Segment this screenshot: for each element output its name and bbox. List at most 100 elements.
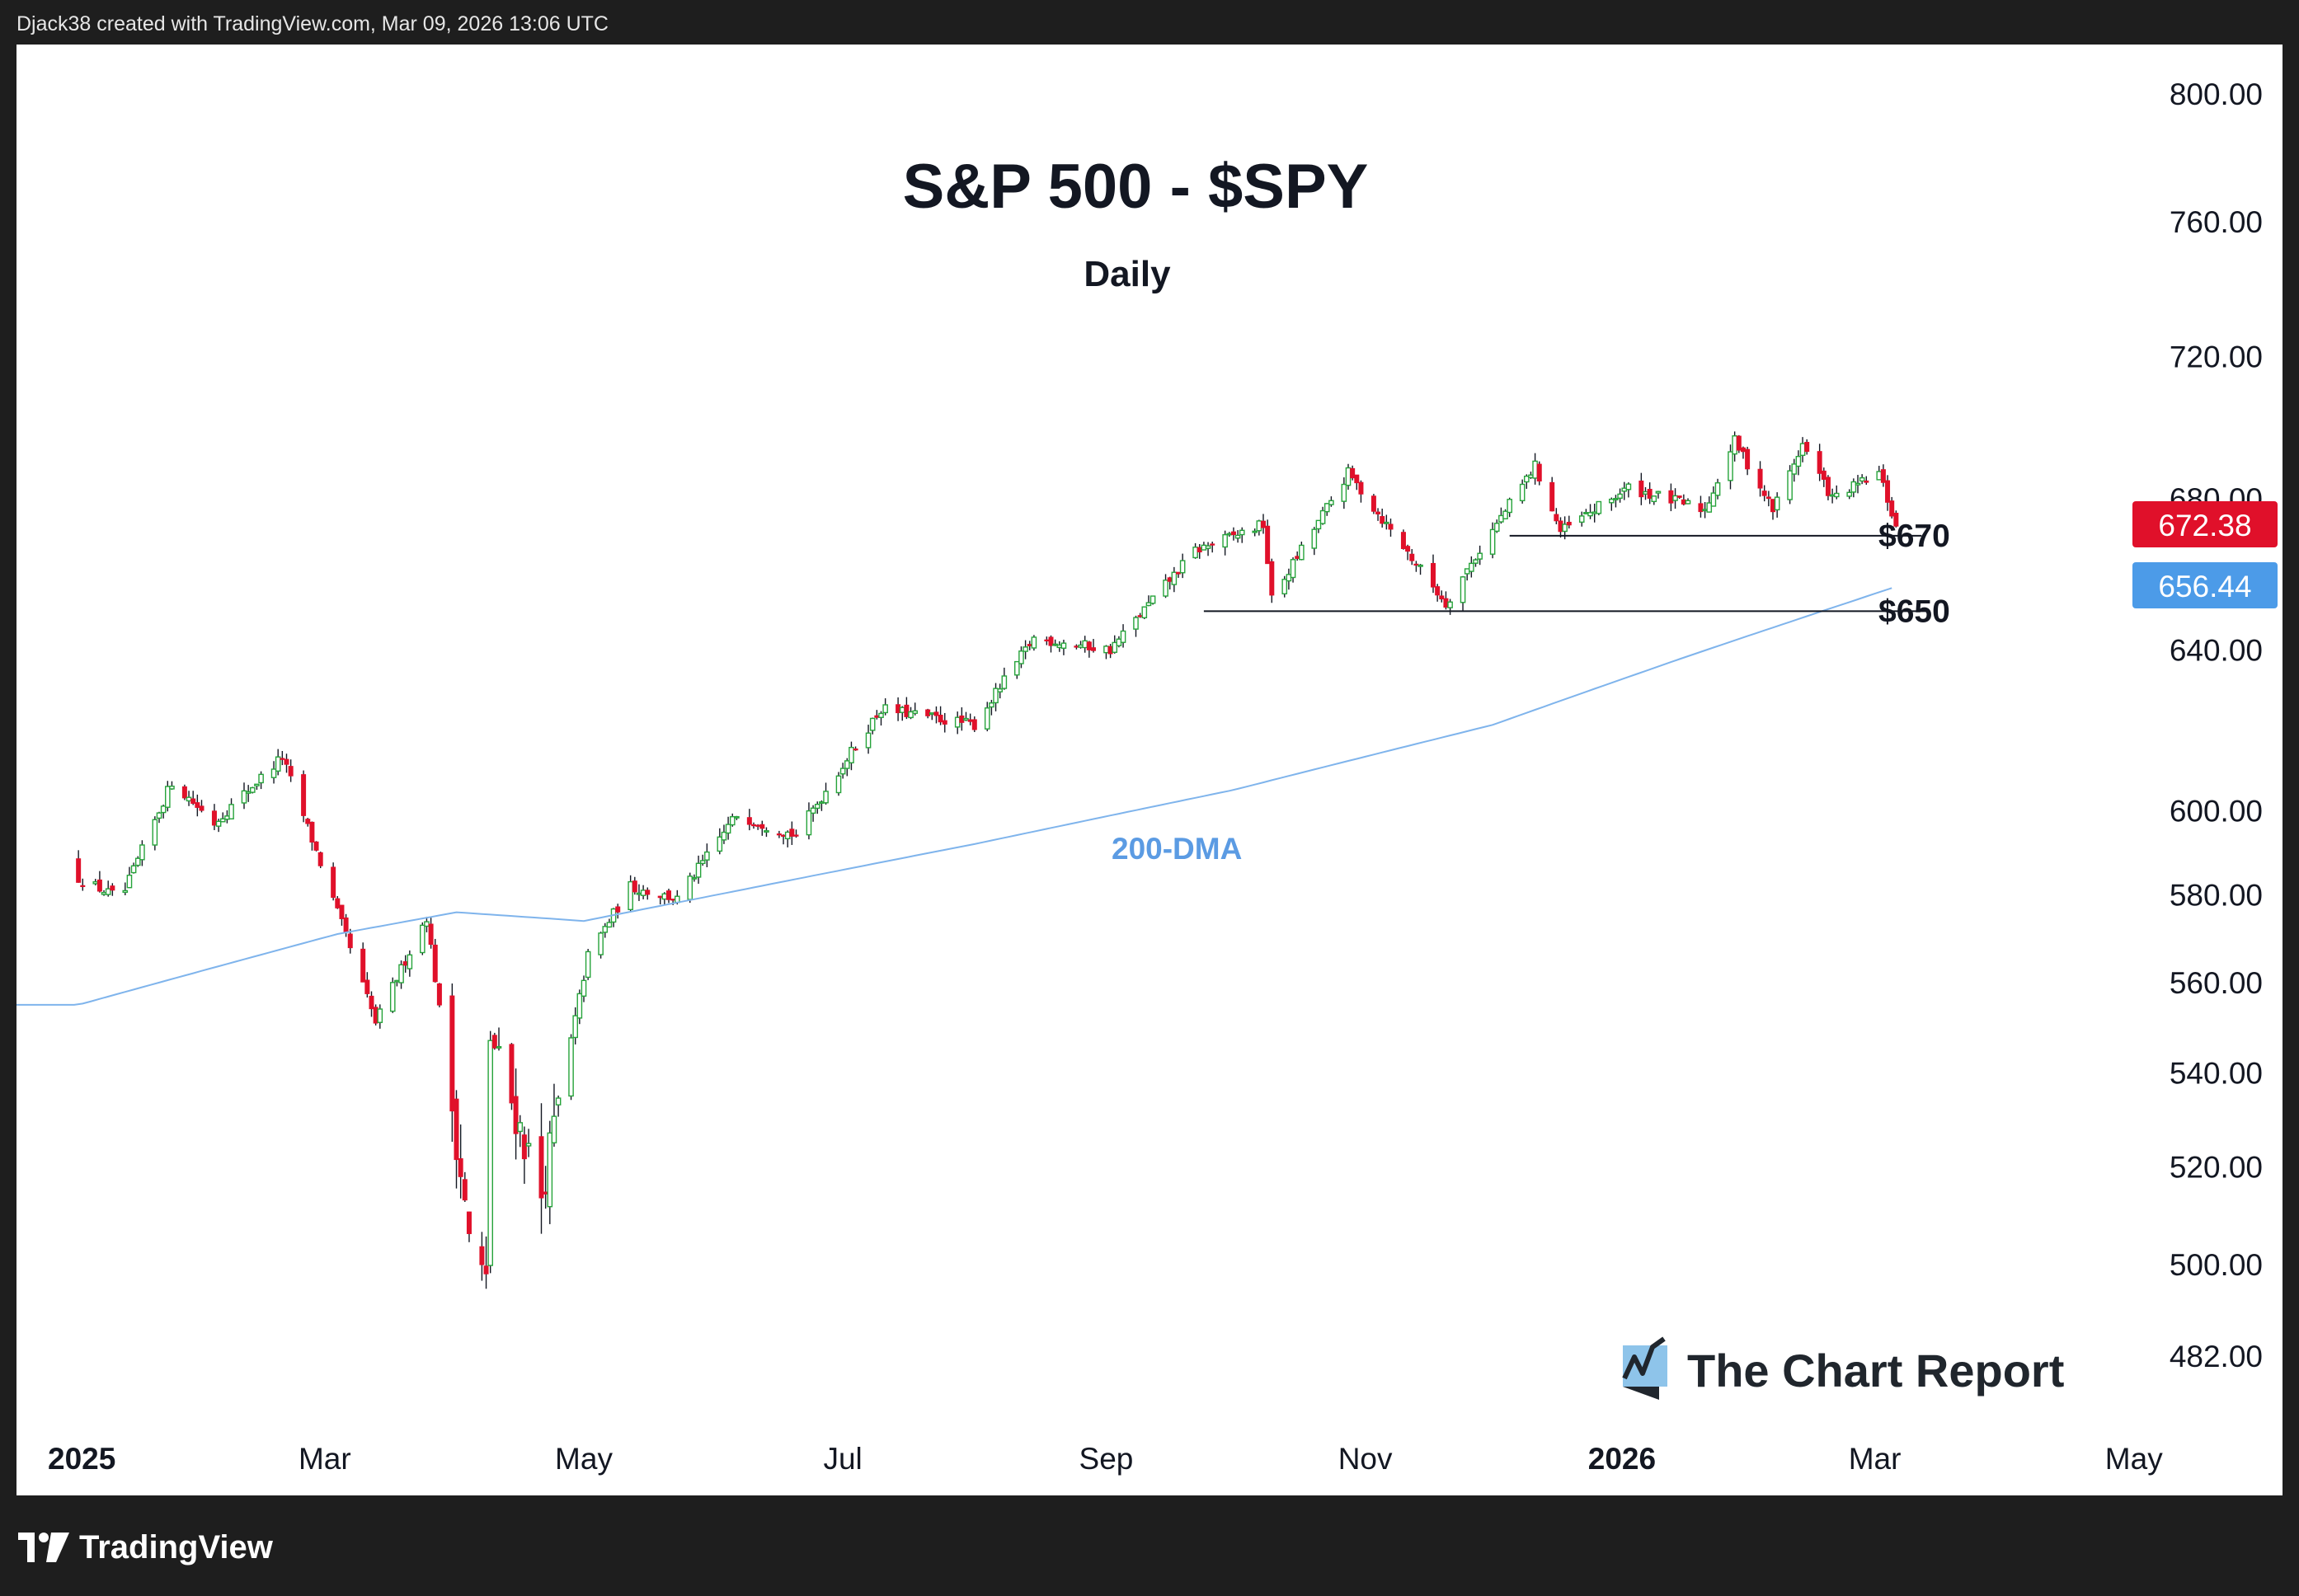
candle-down — [466, 1211, 472, 1234]
candle-down — [1736, 435, 1742, 451]
y-tick-label: 760.00 — [2170, 205, 2263, 239]
candle-up — [1222, 533, 1228, 548]
y-axis[interactable]: 800.00760.00720.00680.00640.00600.00580.… — [2170, 77, 2263, 1373]
candle-up — [835, 775, 842, 794]
candle-down — [1566, 521, 1572, 526]
chart-panel[interactable]: S&P 500 - $SPY Daily $670 $650 200-DMA 80… — [0, 45, 2283, 1495]
candle-down — [1197, 547, 1202, 552]
candle-up — [1013, 660, 1020, 676]
bottom-bar — [0, 1495, 2299, 1596]
candle-up — [899, 706, 905, 713]
candle-up — [1685, 500, 1691, 505]
top-bar: Djack38 created with TradingView.com, Ma… — [0, 0, 2299, 45]
candle-up — [725, 824, 731, 834]
candle-up — [1447, 601, 1453, 608]
candle-down — [1770, 499, 1775, 513]
candle-down — [288, 766, 294, 777]
candle-up — [1290, 559, 1296, 579]
candle-down — [195, 802, 200, 808]
candle-up — [1163, 580, 1168, 597]
ma-label: 200-DMA — [1112, 832, 1242, 866]
candle-up — [810, 807, 816, 814]
y-tick-label: 520.00 — [2170, 1151, 2263, 1185]
candle-up — [661, 893, 668, 900]
candle-up — [1464, 568, 1470, 575]
candle-up — [1651, 495, 1657, 503]
candle-up — [984, 707, 990, 730]
candle-down — [1091, 647, 1097, 651]
candle-up — [517, 1122, 524, 1133]
candle-down — [343, 917, 349, 933]
candle-up — [424, 921, 430, 927]
candle-up — [1493, 523, 1500, 533]
candle-up — [989, 702, 994, 708]
candle-down — [1350, 467, 1356, 479]
y-tick-label: 580.00 — [2170, 879, 2263, 913]
x-tick-label: May — [555, 1442, 613, 1476]
support-label: $650 — [1878, 594, 1950, 629]
candle-down — [347, 933, 353, 949]
candle-up — [729, 816, 736, 826]
candle-down — [1295, 556, 1300, 559]
candle-up — [169, 786, 175, 790]
tradingview-wordmark: TradingView — [79, 1528, 273, 1565]
candle-down — [1889, 500, 1895, 517]
candle-up — [585, 951, 591, 979]
candle-up — [1578, 515, 1585, 523]
candle-up — [1532, 460, 1538, 479]
y-tick-label: 540.00 — [2170, 1057, 2263, 1091]
candle-up — [134, 857, 141, 866]
candle-down — [1647, 489, 1653, 499]
candle-down — [657, 895, 663, 899]
candle-down — [76, 858, 82, 883]
x-axis[interactable]: 2025 Mar May Jul Sep Nov 2026 Mar May — [48, 1442, 2163, 1476]
candle-up — [420, 924, 425, 954]
x-tick-label: 2025 — [48, 1442, 115, 1476]
candle-up — [1562, 523, 1568, 533]
candle-down — [1549, 481, 1555, 512]
tradingview-logo[interactable]: TradingView — [18, 1529, 273, 1565]
candle-down — [751, 824, 757, 827]
candle-down — [211, 810, 217, 826]
candle-up — [555, 1097, 562, 1105]
candle-up — [1281, 579, 1288, 594]
candle-down — [428, 923, 434, 946]
candle-up — [1859, 476, 1865, 482]
candle-up — [1591, 511, 1597, 514]
candle-down — [1757, 468, 1763, 489]
candle-down — [1167, 577, 1173, 582]
candle-up — [929, 712, 935, 716]
candle-down — [1086, 641, 1092, 650]
candle-down — [1885, 480, 1891, 503]
candle-up — [878, 712, 884, 718]
candle-up — [152, 819, 158, 846]
price-chart[interactable]: S&P 500 - $SPY Daily $670 $650 200-DMA 80… — [0, 45, 2283, 1495]
candle-up — [1252, 530, 1258, 533]
candle-down — [959, 715, 965, 723]
x-tick-label: May — [2105, 1442, 2163, 1476]
candle-up — [1621, 487, 1628, 492]
candle-up — [1608, 498, 1615, 504]
candle-up — [1384, 521, 1389, 524]
candle-up — [160, 805, 167, 814]
candle-up — [1728, 451, 1733, 481]
candle-up — [606, 922, 613, 928]
candle-up — [1710, 492, 1717, 507]
candle-up — [1655, 491, 1662, 494]
candle-up — [1498, 514, 1504, 523]
candle-up — [1833, 492, 1840, 498]
candle-up — [849, 746, 854, 763]
candle-up — [525, 1143, 532, 1147]
candle-down — [305, 819, 311, 824]
y-tick-label: 720.00 — [2170, 340, 2263, 373]
candle-down — [360, 948, 366, 983]
candle-down — [462, 1179, 468, 1201]
candle-down — [1044, 639, 1050, 641]
candle-up — [997, 688, 1003, 692]
candle-down — [1261, 520, 1267, 528]
candle-down — [1388, 523, 1394, 530]
chart-subtitle: Daily — [1084, 254, 1171, 294]
candle-down — [1536, 463, 1542, 482]
candle-up — [377, 1008, 383, 1023]
candle-up — [1460, 576, 1466, 603]
